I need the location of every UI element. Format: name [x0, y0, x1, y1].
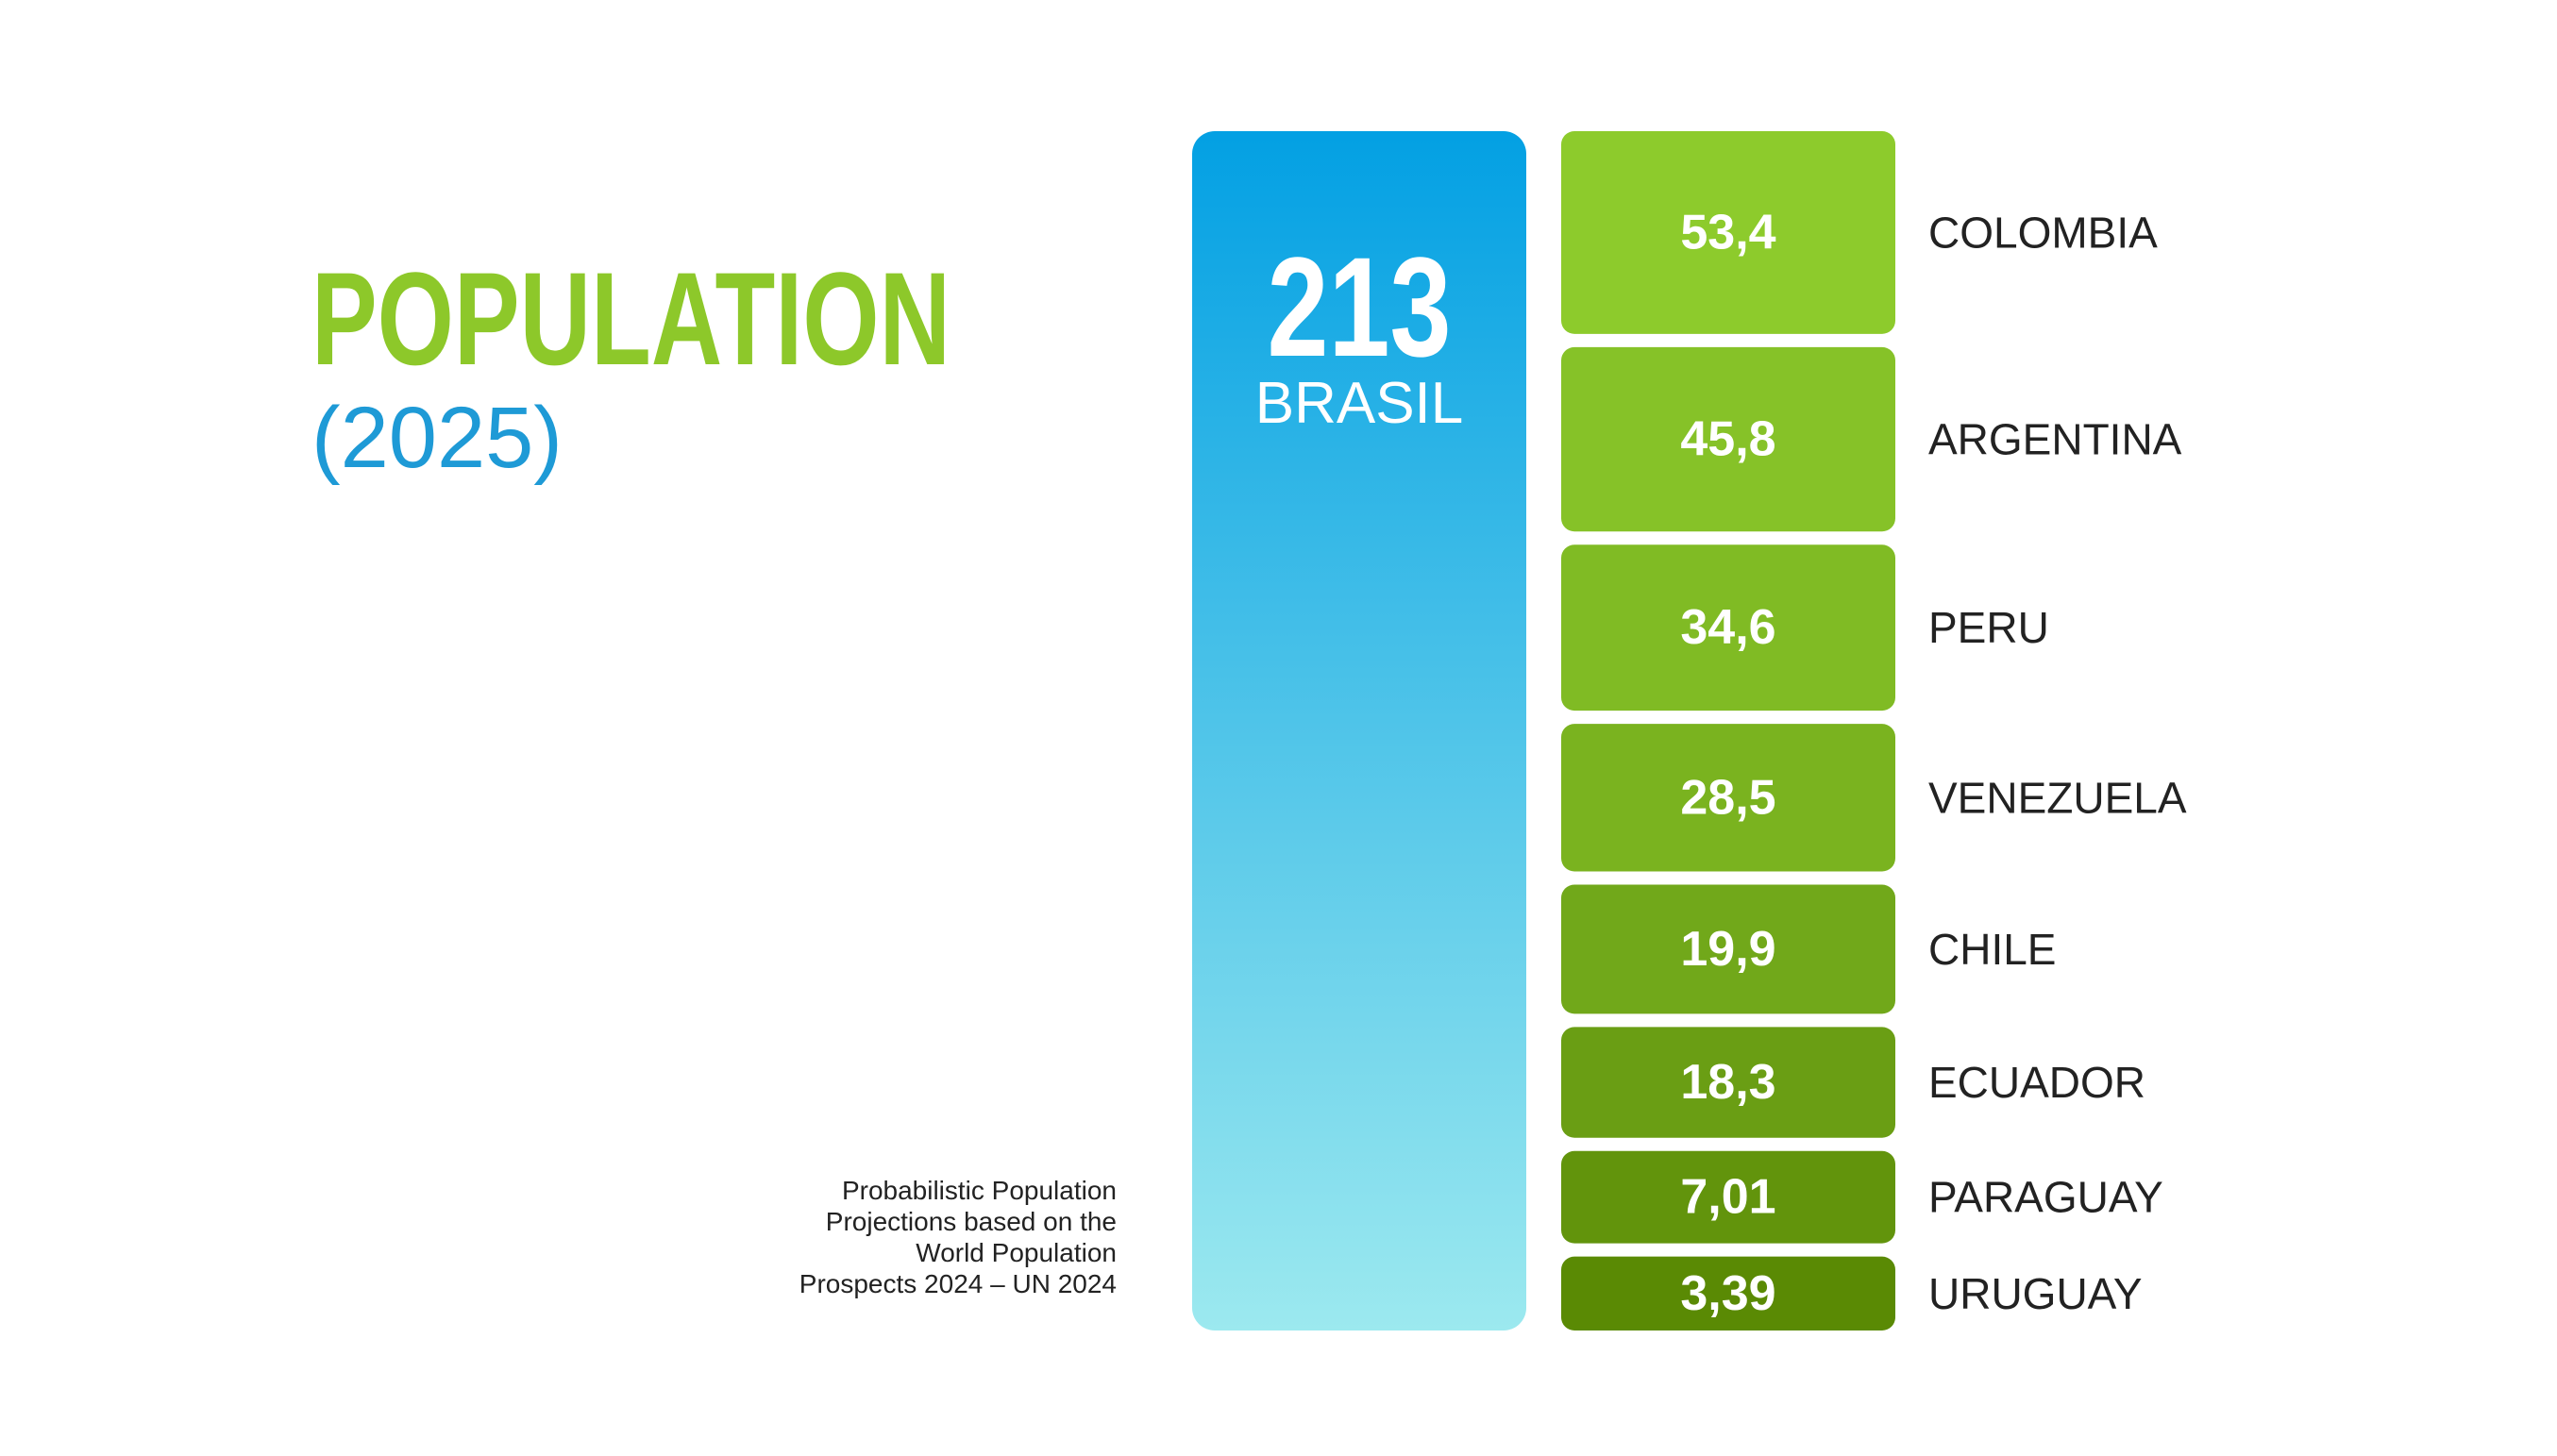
- bar: [1561, 1027, 1895, 1138]
- category-label: PARAGUAY: [1928, 1173, 2163, 1222]
- chart-subtitle: (2025): [311, 390, 563, 486]
- value-label: 28,5: [1680, 770, 1775, 825]
- source-note: Prospects 2024 – UN 2024: [799, 1269, 1117, 1298]
- source-note: Probabilistic Population: [842, 1176, 1117, 1205]
- value-label: 53,4: [1680, 205, 1775, 259]
- category-label: VENEZUELA: [1928, 773, 2187, 822]
- value-label: 213: [1268, 227, 1452, 386]
- value-label: 19,9: [1680, 922, 1775, 977]
- category-label: URUGUAY: [1928, 1269, 2143, 1318]
- value-label: 3,39: [1680, 1266, 1775, 1321]
- bar: [1561, 884, 1895, 1014]
- value-label: 34,6: [1680, 600, 1775, 655]
- value-label: 7,01: [1680, 1170, 1775, 1225]
- category-label: ECUADOR: [1928, 1058, 2145, 1107]
- source-note: Projections based on the: [826, 1207, 1117, 1236]
- category-label: ARGENTINA: [1928, 415, 2182, 464]
- value-label: 18,3: [1680, 1055, 1775, 1110]
- bar: [1561, 1150, 1895, 1244]
- bar: [1561, 1256, 1895, 1330]
- category-label: COLOMBIA: [1928, 208, 2158, 257]
- bar: [1561, 346, 1895, 532]
- category-label: PERU: [1928, 603, 2049, 652]
- bar: [1561, 131, 1895, 334]
- source-note: World Population: [916, 1238, 1117, 1267]
- category-label: CHILE: [1928, 925, 2056, 974]
- chart-title: POPULATION: [311, 244, 950, 393]
- bar: [1561, 544, 1895, 711]
- bar: [1192, 131, 1526, 1330]
- value-label: 45,8: [1680, 412, 1775, 467]
- bar: [1561, 724, 1895, 872]
- category-label: BRASIL: [1255, 371, 1464, 436]
